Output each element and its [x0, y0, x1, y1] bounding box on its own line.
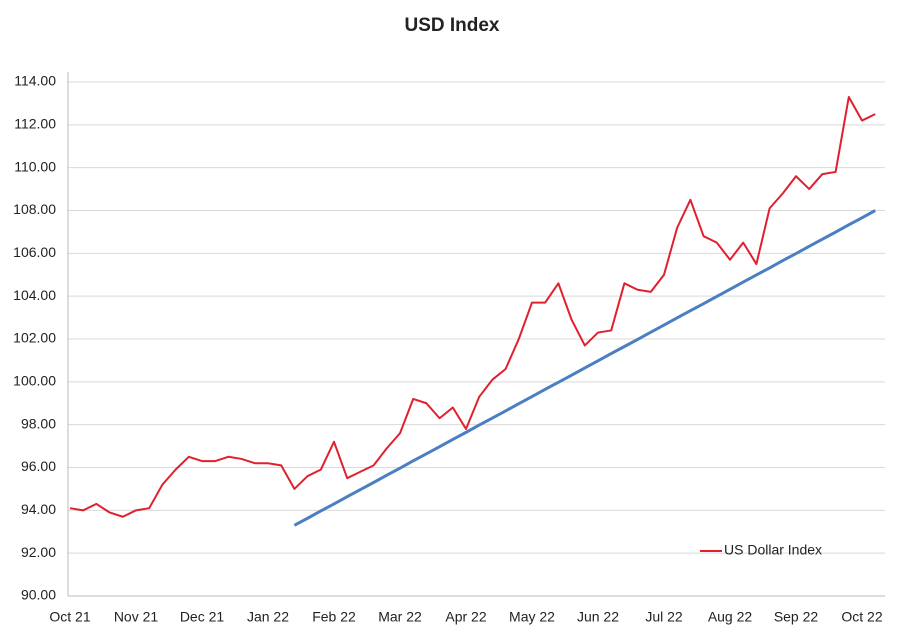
x-tick-label: Jul 22 [645, 609, 683, 625]
x-tick-label: May 22 [509, 609, 555, 625]
y-tick-label: 110.00 [14, 158, 56, 174]
y-tick-label: 102.00 [13, 330, 56, 346]
x-tick-label: Mar 22 [378, 609, 422, 625]
series-line [293, 209, 876, 527]
y-tick-label: 90.00 [21, 587, 56, 603]
y-tick-label: 108.00 [13, 201, 56, 217]
y-tick-label: 114.00 [14, 73, 56, 89]
chart-title: USD Index [404, 15, 499, 36]
x-tick-label: Dec 21 [180, 609, 225, 625]
y-tick-label: 104.00 [13, 287, 56, 303]
x-tick-label: Oct 22 [841, 609, 882, 625]
y-tick-label: 98.00 [21, 415, 56, 431]
x-tick-label: Jun 22 [577, 609, 619, 625]
x-tick-label: Feb 22 [312, 609, 356, 625]
y-tick-label: 94.00 [21, 501, 56, 517]
x-tick-label: Nov 21 [114, 609, 159, 625]
series-line [69, 95, 876, 518]
y-tick-label: 106.00 [13, 244, 56, 260]
y-tick-label: 92.00 [21, 544, 56, 560]
y-tick-label: 112.00 [14, 116, 56, 132]
x-tick-label: Oct 21 [49, 609, 90, 625]
y-tick-label: 100.00 [13, 373, 56, 389]
x-tick-label: Aug 22 [708, 609, 753, 625]
x-tick-label: Jan 22 [247, 609, 289, 625]
legend-label: US Dollar Index [724, 542, 822, 558]
x-tick-label: Apr 22 [445, 609, 486, 625]
x-tick-label: Sep 22 [774, 609, 819, 625]
y-tick-label: 96.00 [21, 458, 56, 474]
